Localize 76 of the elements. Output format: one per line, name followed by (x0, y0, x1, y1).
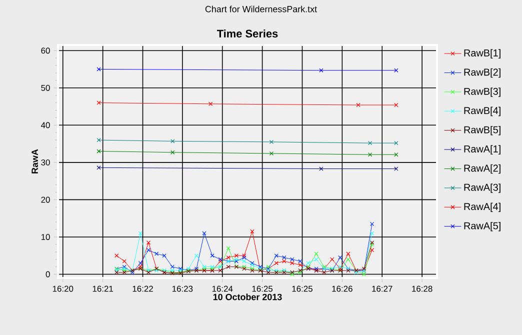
point (226, 255, 230, 260)
y-tick-label: 10 (41, 234, 50, 240)
point (322, 270, 326, 274)
legend-label: RawB[2] (464, 68, 500, 78)
point (146, 248, 151, 252)
point (319, 166, 324, 171)
point (356, 102, 360, 108)
point (338, 255, 342, 260)
point (319, 68, 324, 72)
text: Chart for WildernessPark.txt (205, 6, 317, 12)
point (330, 257, 334, 262)
point (274, 254, 278, 258)
point (314, 252, 318, 256)
point (346, 252, 350, 256)
point (208, 102, 213, 106)
x-axis-title: 10 October 2013 (213, 294, 282, 300)
y-tick-label: 60 (41, 48, 50, 54)
point (290, 261, 294, 266)
legend-label: RawB[3] (464, 88, 500, 97)
point (154, 252, 159, 256)
y-axis-title: RawA (32, 149, 38, 174)
point (306, 261, 310, 266)
x-tick-label: 16:20 (52, 286, 74, 292)
point (226, 264, 230, 269)
point (202, 231, 206, 236)
legend-label: RawB[4] (464, 106, 500, 116)
point (274, 261, 278, 266)
x-tick-label: 16:25 (292, 286, 312, 292)
point (138, 261, 143, 266)
point (298, 262, 302, 268)
point (298, 259, 302, 264)
point (250, 229, 254, 234)
y-tick-label: 40 (41, 122, 50, 128)
y-tick-label: 30 (41, 159, 50, 166)
point (210, 254, 214, 258)
legend-label: RawA[4] (464, 202, 500, 212)
point (138, 231, 143, 236)
point (282, 259, 286, 264)
point (282, 255, 286, 260)
y-tick-label: 50 (41, 84, 50, 91)
point (122, 259, 126, 264)
legend-label: RawA[5] (464, 222, 500, 232)
point (242, 259, 246, 264)
x-tick-label: 16:21 (92, 286, 114, 292)
legend-label: RawB[5] (464, 126, 500, 136)
legend-label: RawA[3] (464, 184, 500, 193)
point (170, 264, 174, 269)
y-tick-label: 0 (46, 271, 50, 278)
x-tick-label: 16:23 (172, 286, 193, 292)
point (226, 246, 230, 250)
point (146, 240, 151, 245)
x-tick-label: 16:24 (212, 286, 233, 292)
point (368, 140, 372, 146)
point (269, 140, 274, 144)
point (314, 257, 318, 262)
x-tick-label: 16:25 (252, 286, 273, 292)
point (162, 254, 166, 258)
x-tick-label: 16:27 (372, 286, 392, 292)
point (194, 254, 199, 258)
legend-label: RawA[2] (464, 164, 500, 174)
x-tick-label: 16:26 (332, 286, 352, 292)
point (170, 139, 175, 144)
point (362, 272, 366, 276)
point (170, 150, 175, 154)
point (368, 152, 372, 157)
point (290, 257, 294, 262)
point (234, 254, 239, 258)
point (218, 268, 222, 273)
x-tick-label: 16:22 (132, 286, 153, 292)
legend-label: RawB[1] (464, 49, 500, 58)
legend-label: RawA[1] (464, 145, 500, 154)
y-tick-label: 20 (41, 196, 50, 203)
x-tick-label: 16:28 (412, 286, 432, 292)
point (346, 257, 350, 262)
point (269, 151, 274, 156)
chart-title: Time Series (216, 29, 278, 38)
